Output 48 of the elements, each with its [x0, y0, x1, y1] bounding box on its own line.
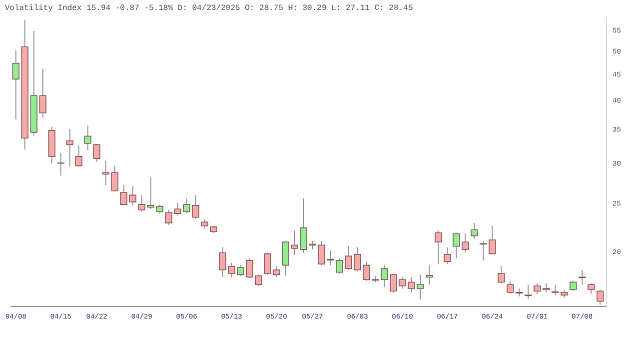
candlestick — [452, 232, 460, 259]
candlestick — [219, 246, 226, 278]
candlestick — [192, 194, 200, 220]
candlestick — [201, 218, 208, 230]
candlestick — [434, 230, 442, 265]
candlestick — [165, 209, 172, 226]
candlestick — [246, 258, 254, 279]
candlestick — [93, 144, 100, 163]
candlestick — [39, 68, 46, 118]
chart-title: Volatility Index 15.94 -0.87 -5.18% D: 04/23/2025 O: 28.75 H: 30.29 L: 27.11 C: 28.45 — [4, 4, 414, 13]
candlestick — [272, 266, 280, 278]
candlestick — [12, 50, 20, 120]
candlestick — [174, 202, 182, 216]
candlestick — [408, 276, 415, 293]
candlestick — [380, 264, 388, 288]
candlestick — [138, 194, 146, 212]
candlestick — [524, 284, 532, 300]
candlestick — [588, 282, 595, 294]
candlestick — [470, 222, 478, 240]
candlestick — [147, 176, 154, 210]
candlestick — [300, 198, 308, 254]
candlestick — [237, 264, 244, 276]
candlestick — [570, 280, 577, 292]
candlestick — [326, 250, 334, 266]
candlestick — [66, 128, 74, 168]
candlestick — [398, 276, 406, 289]
candlestick — [416, 274, 424, 300]
candlestick — [183, 198, 190, 214]
candlestick — [344, 246, 352, 270]
candlestick — [336, 258, 344, 274]
candlestick — [578, 269, 586, 286]
candlestick — [462, 233, 469, 254]
candlestick — [498, 266, 505, 284]
candlestick — [264, 252, 272, 276]
candlestick — [290, 230, 298, 256]
candlestick — [444, 246, 451, 265]
candlestick — [57, 152, 64, 176]
candlestick — [84, 124, 92, 151]
candlestick — [362, 261, 370, 282]
candlestick — [156, 204, 164, 214]
candlestick — [228, 262, 236, 278]
candlestick — [390, 272, 397, 293]
candlestick — [318, 240, 326, 266]
candlestick — [75, 144, 82, 168]
candlestick — [354, 246, 361, 272]
candlestick — [426, 264, 433, 286]
candlestick — [255, 274, 262, 286]
candlestick — [282, 240, 290, 276]
